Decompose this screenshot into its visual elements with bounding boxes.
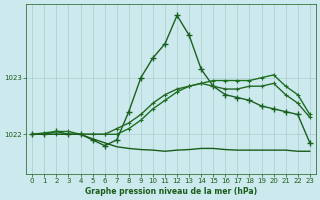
X-axis label: Graphe pression niveau de la mer (hPa): Graphe pression niveau de la mer (hPa) bbox=[85, 187, 257, 196]
